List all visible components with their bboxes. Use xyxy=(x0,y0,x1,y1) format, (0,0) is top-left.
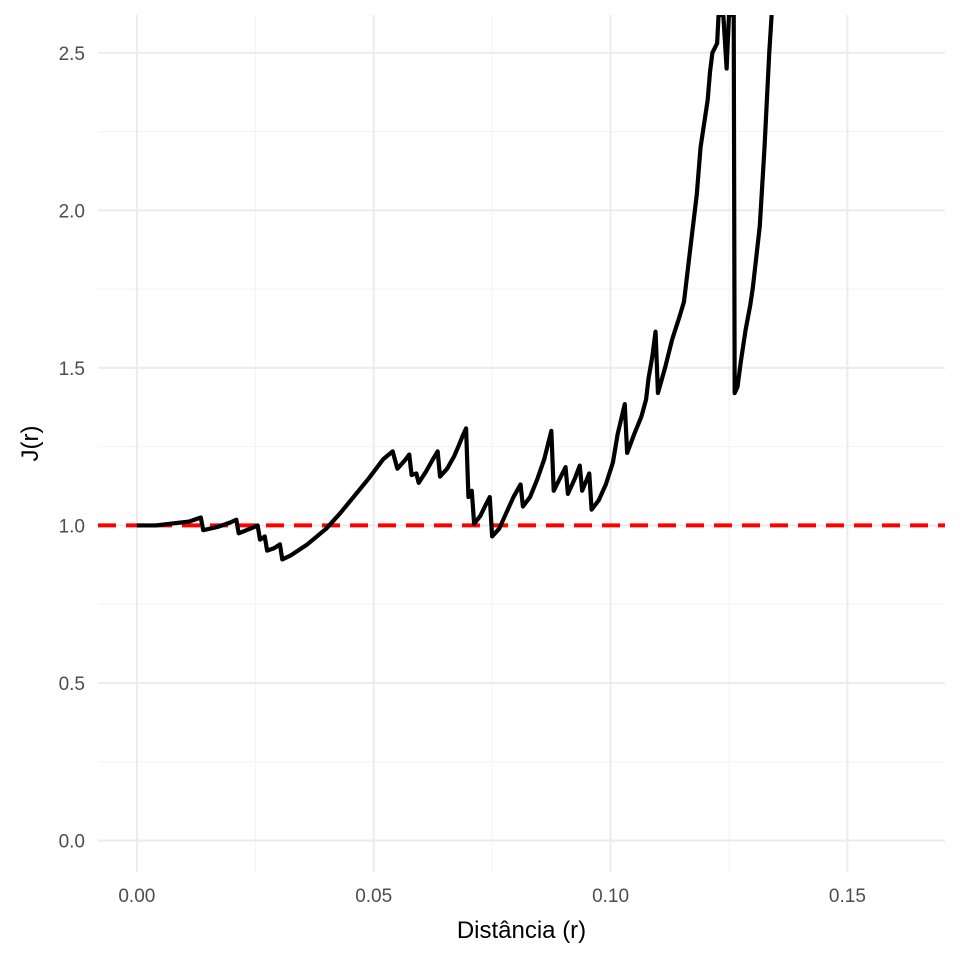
x-axis-title: Distância (r) xyxy=(457,917,586,944)
minor-gridlines xyxy=(98,15,945,872)
series-line xyxy=(136,15,774,562)
x-axis-tick-labels: 0.00 0.05 0.10 0.15 xyxy=(118,886,866,907)
x-tick-label: 0.00 xyxy=(118,886,155,907)
y-axis-title: J(r) xyxy=(17,426,44,462)
y-tick-label: 2.5 xyxy=(59,44,85,65)
y-tick-label: 0.0 xyxy=(59,831,85,852)
y-tick-label: 2.0 xyxy=(59,201,85,222)
y-tick-label: 0.5 xyxy=(59,674,85,695)
x-tick-label: 0.10 xyxy=(592,886,629,907)
y-tick-label: 1.5 xyxy=(59,359,85,380)
major-gridlines xyxy=(98,15,945,872)
series-layer xyxy=(136,15,774,562)
y-tick-label: 1.0 xyxy=(59,516,85,537)
x-tick-label: 0.15 xyxy=(829,886,866,907)
x-tick-label: 0.05 xyxy=(355,886,392,907)
y-axis-tick-labels: 0.0 0.5 1.0 1.5 2.0 2.5 xyxy=(59,44,85,853)
